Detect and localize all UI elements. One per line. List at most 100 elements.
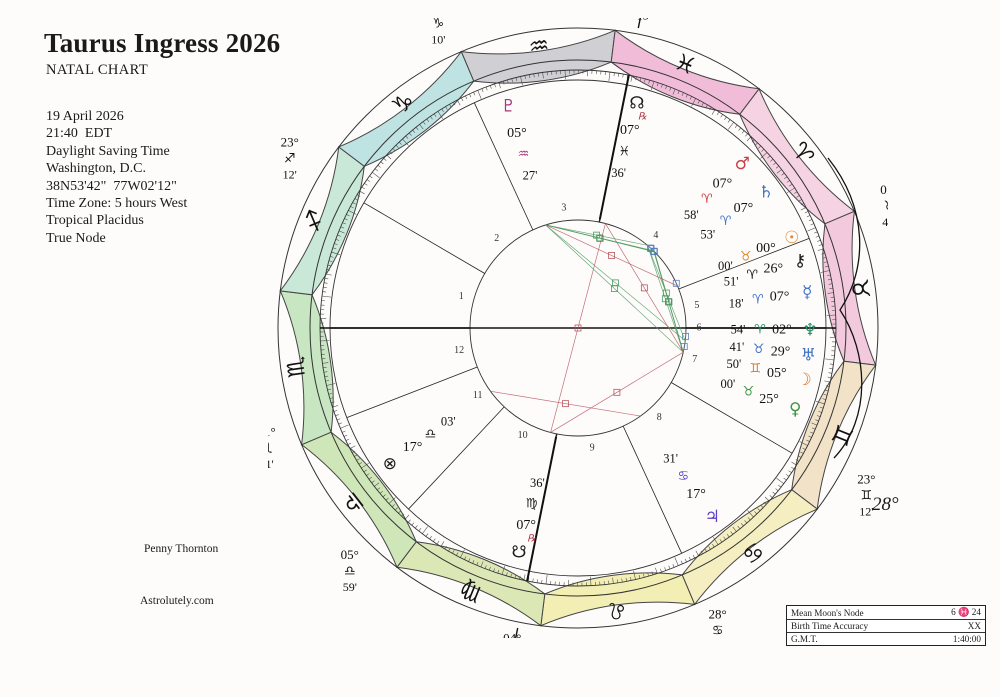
- degree-tick: [532, 578, 534, 583]
- degree-tick: [669, 87, 672, 91]
- degree-tick: [545, 575, 548, 585]
- cusp-label-house-3: 28°♑10': [431, 18, 445, 47]
- planet-degree: 05°: [507, 126, 527, 141]
- degree-tick: [795, 459, 800, 462]
- degree-tick: [815, 419, 819, 422]
- cusp-label-house-8: 23° ♊12': [857, 472, 875, 519]
- degree-tick: [385, 497, 389, 501]
- degree-tick: [323, 371, 328, 373]
- zodiac-glyph-leo: ♌: [605, 595, 629, 624]
- degree-tick: [747, 510, 754, 518]
- aspect-line: [550, 351, 684, 433]
- degree-tick: [415, 126, 419, 131]
- degree-tick: [617, 579, 619, 583]
- info-value: 1:40:00: [924, 632, 985, 645]
- degree-tick: [529, 74, 531, 79]
- degree-tick: [772, 491, 776, 495]
- cusp-minutes: 12': [283, 167, 297, 181]
- planet-degree: 07°: [734, 201, 754, 216]
- house-number-12: 12: [454, 345, 464, 356]
- planet-minutes: 03': [441, 415, 456, 429]
- degree-tick: [395, 507, 398, 511]
- house-number-11: 11: [473, 390, 483, 401]
- degree-tick: [383, 158, 387, 161]
- cusp-label-house-4: 04°♓15': [637, 18, 651, 23]
- cusp-sign-glyph: ♑: [433, 18, 445, 32]
- credit-author: Penny Thornton: [144, 543, 219, 555]
- degree-tick: [806, 439, 810, 442]
- degree-tick: [769, 495, 773, 498]
- degree-tick: [712, 543, 715, 548]
- degree-tick: [754, 511, 758, 515]
- degree-tick: [430, 116, 433, 120]
- planet-glyph-mercury: ☿: [802, 283, 812, 303]
- planet-minutes: 41': [729, 340, 744, 354]
- planet-glyph-north-node: ☊: [629, 94, 644, 114]
- degree-tick: [712, 536, 719, 545]
- degree-tick: [335, 414, 339, 417]
- planet-degree: 00°: [756, 241, 776, 256]
- aspect-line: [647, 245, 654, 252]
- aspect-symbol: [593, 231, 600, 239]
- aspect-line: [545, 224, 686, 342]
- planet-glyph-venus: ♀: [789, 399, 801, 419]
- degree-tick: [464, 556, 467, 560]
- degree-tick: [340, 226, 345, 229]
- cusp-label-house-2: 23° ♐12': [281, 134, 299, 181]
- cusp-sign-glyph: ♋: [712, 623, 724, 638]
- degree-tick: [621, 578, 623, 583]
- degree-tick: [340, 424, 349, 429]
- wheel-circle: [309, 59, 847, 597]
- house-number-8: 8: [657, 412, 662, 423]
- planet-glyph-saturn: ♄: [759, 182, 774, 202]
- degree-tick: [465, 95, 468, 100]
- degree-tick: [829, 287, 833, 289]
- info-label: Mean Moon's Node: [791, 607, 864, 618]
- degree-tick: [323, 282, 328, 284]
- degree-tick: [453, 101, 456, 106]
- degree-tick: [372, 172, 380, 178]
- degree-tick: [672, 564, 675, 568]
- degree-tick: [815, 401, 825, 405]
- planet-minutes: 27': [523, 168, 538, 182]
- planet-degree: 17°: [403, 440, 423, 455]
- table-row: Birth Time Accuracy XX: [787, 619, 985, 633]
- meridian-axis: [526, 436, 558, 582]
- degree-tick: [817, 248, 824, 251]
- degree-tick: [524, 75, 526, 80]
- degree-tick: [668, 565, 671, 570]
- degree-tick: [359, 190, 365, 195]
- degree-tick: [411, 522, 415, 526]
- house-number-6: 6: [697, 323, 702, 334]
- degree-tick: [374, 482, 380, 487]
- retrograde-marker: ℞: [527, 533, 537, 544]
- degree-tick: [827, 279, 832, 281]
- degree-tick: [325, 273, 332, 276]
- retrograde-marker: ℞: [638, 112, 648, 123]
- planet-degree: 29°: [771, 345, 791, 360]
- degree-tick: [800, 203, 805, 206]
- birth-info-line: True Node: [46, 230, 106, 246]
- degree-tick: [369, 175, 373, 179]
- degree-tick: [398, 141, 402, 145]
- degree-tick: [489, 566, 491, 571]
- degree-tick: [791, 466, 795, 470]
- degree-tick: [520, 76, 523, 86]
- zodiac-glyph-scorpio: ♏: [282, 355, 311, 379]
- planet-sign-glyph: ♉: [743, 384, 755, 399]
- zodiac-glyph-aquarius: ♒: [527, 32, 551, 61]
- house-cusp-line-12: [346, 366, 478, 419]
- planet-degree: 07°: [620, 123, 640, 138]
- degree-tick: [630, 576, 632, 581]
- planet-glyph-neptune: ♆: [802, 320, 817, 340]
- aspect-symbol: [682, 332, 689, 340]
- degree-tick: [461, 97, 464, 102]
- degree-tick: [818, 411, 822, 413]
- degree-tick: [704, 548, 707, 552]
- wheel-circle: [277, 27, 879, 629]
- degree-tick: [626, 74, 629, 79]
- cusp-sign-glyph: ♎: [344, 564, 356, 579]
- degree-tick: [656, 82, 659, 87]
- degree-tick: [746, 136, 752, 142]
- planet-glyph-uranus: ♅: [801, 345, 816, 365]
